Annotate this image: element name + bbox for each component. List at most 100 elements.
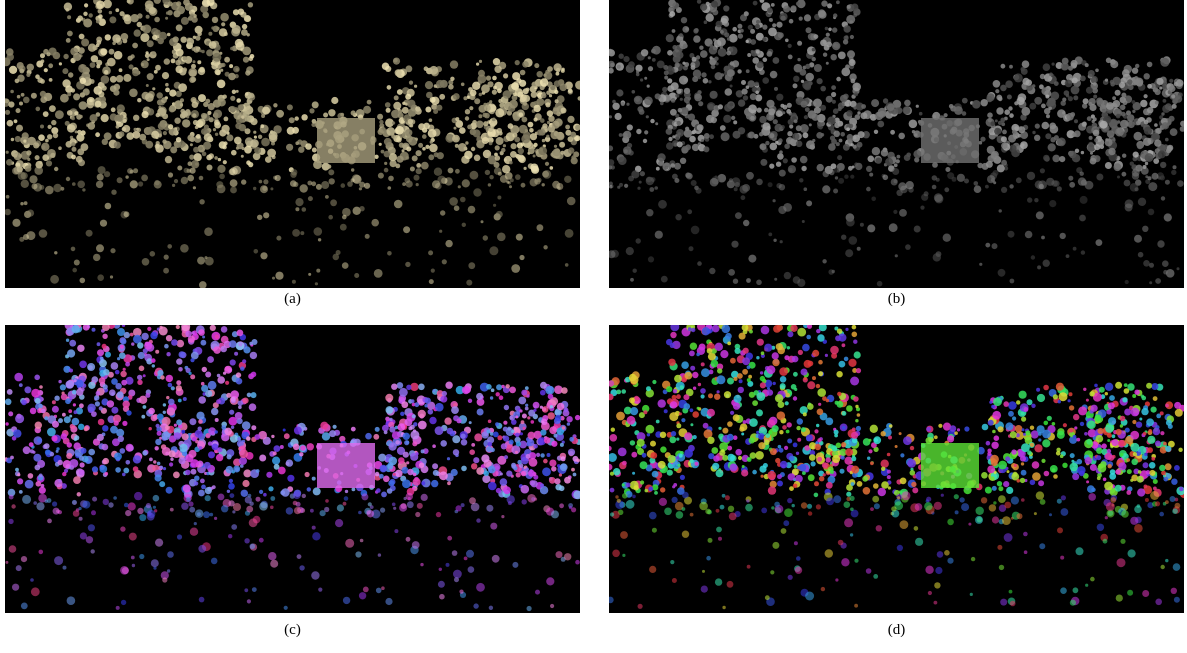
point: [838, 138, 843, 143]
point: [272, 456, 281, 465]
point: [232, 510, 236, 514]
point: [156, 92, 163, 99]
point: [528, 469, 535, 477]
point: [555, 551, 563, 559]
point: [821, 0, 828, 7]
point: [727, 341, 732, 346]
point: [670, 331, 677, 339]
point: [991, 404, 995, 409]
point: [270, 559, 279, 568]
point: [536, 224, 544, 232]
point: [431, 103, 438, 110]
point: [387, 251, 392, 256]
point: [40, 79, 45, 84]
point: [62, 412, 66, 417]
point: [732, 414, 740, 422]
point: [65, 398, 71, 405]
point: [524, 406, 529, 411]
point: [741, 465, 745, 468]
point: [667, 85, 675, 92]
point: [677, 487, 685, 495]
point: [184, 2, 193, 11]
point: [402, 451, 409, 458]
point: [1120, 119, 1129, 129]
point: [517, 147, 524, 155]
point: [83, 18, 93, 28]
point: [756, 356, 760, 360]
point: [80, 447, 87, 454]
point: [988, 127, 997, 136]
point: [1127, 383, 1135, 391]
point: [813, 64, 822, 72]
point: [1039, 84, 1044, 90]
point: [660, 275, 668, 283]
point: [1175, 79, 1184, 87]
point: [501, 384, 505, 389]
point: [191, 331, 195, 335]
point: [856, 246, 861, 251]
point: [1108, 118, 1118, 128]
point: [197, 426, 202, 431]
point: [711, 447, 719, 454]
point: [271, 141, 275, 146]
point: [931, 184, 937, 190]
point: [94, 395, 100, 401]
point: [706, 348, 713, 354]
point: [1132, 151, 1139, 158]
point: [629, 375, 639, 385]
point: [199, 66, 205, 73]
point: [741, 469, 749, 477]
point: [187, 174, 194, 182]
point: [82, 325, 90, 331]
point: [849, 73, 857, 81]
point: [376, 488, 381, 493]
point: [454, 577, 459, 583]
point: [1032, 130, 1036, 135]
point: [139, 133, 147, 141]
point: [328, 178, 335, 185]
point: [676, 88, 682, 94]
point: [374, 154, 379, 159]
point: [487, 436, 495, 444]
point: [745, 85, 750, 89]
point: [667, 455, 676, 463]
point: [825, 32, 830, 37]
point: [845, 249, 854, 258]
point: [671, 29, 676, 33]
point: [79, 532, 87, 540]
point: [964, 178, 969, 184]
point: [1104, 78, 1109, 82]
point: [911, 130, 916, 134]
point: [430, 268, 435, 273]
point: [670, 431, 677, 437]
point: [932, 253, 941, 262]
point: [629, 440, 636, 446]
point: [286, 143, 294, 151]
point: [796, 91, 805, 99]
point: [279, 445, 284, 449]
point: [328, 169, 335, 176]
point: [34, 464, 41, 471]
point: [787, 131, 793, 137]
point: [657, 399, 666, 408]
point: [836, 76, 841, 82]
point: [553, 433, 558, 438]
point: [684, 432, 693, 441]
point: [1053, 135, 1059, 141]
point: [830, 54, 837, 61]
point: [113, 496, 117, 500]
point: [690, 65, 696, 70]
point: [1152, 427, 1161, 436]
point: [276, 109, 284, 118]
point: [209, 512, 214, 517]
point: [800, 427, 806, 433]
point: [706, 114, 715, 124]
point: [418, 462, 425, 468]
point: [1140, 167, 1149, 175]
point: [499, 478, 508, 486]
point: [132, 130, 141, 139]
point: [152, 51, 156, 55]
point: [71, 389, 77, 395]
point: [8, 545, 17, 553]
point: [782, 158, 788, 164]
